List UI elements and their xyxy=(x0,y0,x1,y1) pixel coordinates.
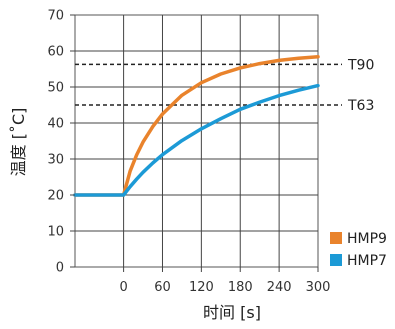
y-axis-title: 温度 [˚C] xyxy=(9,108,28,177)
legend-label-hmp7: HMP7 xyxy=(347,253,387,269)
legend-swatch-hmp9 xyxy=(330,232,342,244)
legend-swatch-hmp7 xyxy=(330,254,342,266)
y-tick-label: 70 xyxy=(47,9,64,24)
series-line-hmp9 xyxy=(73,55,320,197)
x-tick-label: 240 xyxy=(267,280,292,295)
series-layer xyxy=(73,55,320,197)
plot-frame xyxy=(74,14,319,268)
reference-label-t90: T90 xyxy=(347,57,374,73)
grid xyxy=(74,14,319,268)
y-tick-label: 40 xyxy=(47,117,64,132)
reference-lines: T90 T63 xyxy=(75,57,374,114)
x-tick-label: 60 xyxy=(154,280,171,295)
x-tick-label: 300 xyxy=(306,280,331,295)
y-tick-label: 20 xyxy=(47,189,64,204)
y-tick-label: 50 xyxy=(47,81,64,96)
axes: 0 10 20 30 40 50 60 70 0 60 120 180 240 300 xyxy=(47,9,330,296)
legend-label-hmp9: HMP9 xyxy=(347,231,387,247)
series-line-hmp7 xyxy=(73,83,320,197)
y-tick-label: 10 xyxy=(47,225,64,240)
x-tick-label: 0 xyxy=(119,280,127,295)
legend: HMP9 HMP7 xyxy=(330,231,387,269)
y-tick-label: 60 xyxy=(47,45,64,60)
y-tick-label: 0 xyxy=(56,261,64,276)
reference-label-t63: T63 xyxy=(347,98,374,114)
y-tick-label: 30 xyxy=(47,153,64,168)
x-tick-label: 120 xyxy=(189,280,214,295)
x-axis-title: 时间 [s] xyxy=(203,303,261,322)
x-tick-label: 180 xyxy=(228,280,253,295)
